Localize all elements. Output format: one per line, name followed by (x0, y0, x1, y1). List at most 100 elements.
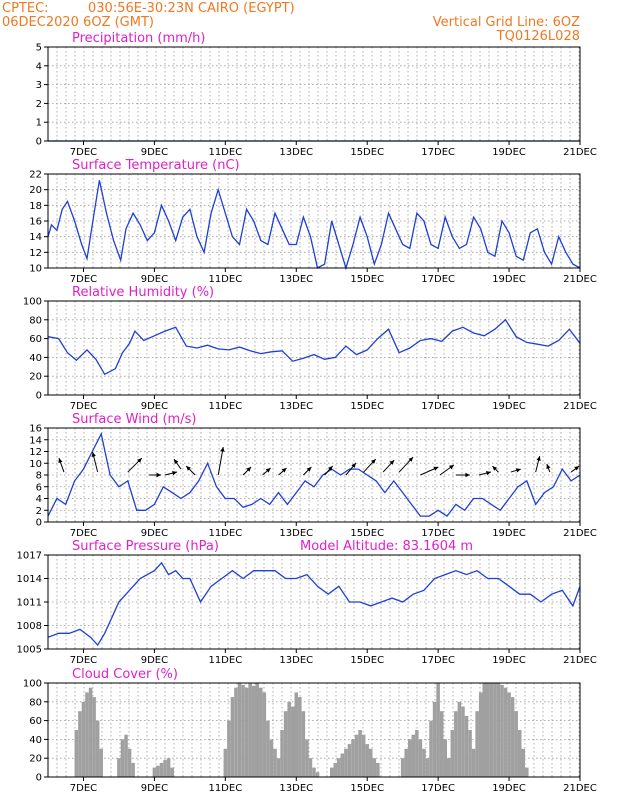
wind-arrow (546, 463, 551, 473)
x-tick-label: 9DEC (141, 655, 168, 666)
x-tick-label: 7DEC (70, 401, 97, 412)
cloud-bar (131, 762, 135, 777)
cloud-bar (283, 711, 288, 777)
x-tick-label: 9DEC (141, 147, 168, 158)
wind-arrow (345, 462, 357, 476)
x-tick-label: 15DEC (350, 147, 384, 158)
wind-arrow (492, 465, 499, 473)
cloud-bar (368, 748, 373, 777)
y-tick-label: 22 (29, 170, 42, 181)
x-tick-label: 19DEC (492, 528, 526, 539)
cloud-bar (262, 692, 267, 777)
x-tick-label: 13DEC (279, 528, 313, 539)
wind-arrow (420, 466, 439, 476)
x-tick-label: 11DEC (208, 401, 242, 412)
plot-frame (47, 682, 581, 778)
cloud-bar (400, 758, 405, 777)
cloud-bar (415, 730, 419, 777)
y-tick-label: 80 (29, 315, 42, 326)
cloud-bar (372, 758, 377, 777)
cloud-bar (163, 760, 167, 777)
cloud-bar (248, 683, 252, 777)
cloud-bar (471, 748, 476, 777)
cloud-bar (404, 748, 408, 777)
model-altitude: Model Altitude: 83.1604 m (300, 539, 473, 554)
wind-arrow (478, 471, 492, 476)
y-tick-label: 16 (29, 424, 42, 435)
cloud-bar (429, 720, 433, 777)
plot-frame (47, 46, 581, 142)
wind-arrow (185, 465, 196, 476)
y-tick-label: 80 (29, 697, 42, 708)
cloud-bar (74, 730, 79, 777)
cloud-bar (521, 748, 526, 777)
y-tick-label: 100 (23, 297, 42, 308)
cloud-bar (500, 684, 504, 777)
y-tick-label: 6 (36, 482, 42, 493)
cloud-bar (120, 739, 125, 777)
cloud-bar (432, 701, 437, 777)
x-tick-label: 7DEC (70, 147, 97, 158)
plot-frame (47, 427, 581, 523)
plot-frame (47, 300, 581, 396)
x-tick-label: 15DEC (350, 783, 384, 794)
y-tick-label: 18 (29, 201, 42, 212)
y-tick-label: 40 (29, 353, 42, 364)
x-tick-label: 21DEC (563, 401, 597, 412)
x-tick-label: 11DEC (208, 528, 242, 539)
cloud-bar (496, 683, 501, 777)
wind-arrow (262, 467, 271, 476)
x-tick-label: 11DEC (208, 147, 242, 158)
cloud-bar (237, 683, 242, 777)
wind-arrow (303, 466, 312, 476)
x-tick-label: 11DEC (208, 274, 242, 285)
x-tick-label: 11DEC (208, 655, 242, 666)
x-tick-label: 17DEC (421, 401, 455, 412)
cloud-bar (269, 739, 274, 777)
y-tick-label: 14 (29, 232, 42, 243)
x-tick-label: 21DEC (563, 655, 597, 666)
wind-arrow (382, 459, 395, 473)
header-grid-note: Vertical Grid Line: 6OZ (433, 15, 580, 30)
cloud-bar (482, 683, 487, 777)
x-tick-label: 15DEC (350, 528, 384, 539)
cloud-bar (407, 739, 412, 777)
cloud-bar (88, 687, 93, 777)
cloud-bar (85, 692, 89, 777)
wind-arrow (173, 458, 182, 470)
cloud-bar (99, 748, 103, 777)
cloud-bar (127, 748, 132, 777)
cloud-bar (347, 744, 352, 777)
x-tick-label: 9DEC (141, 274, 168, 285)
x-tick-label: 17DEC (421, 655, 455, 666)
y-tick-label: 0 (36, 773, 42, 784)
cloud-bar (92, 697, 96, 777)
cloud-bar (166, 758, 171, 777)
cloud-bar (344, 748, 348, 777)
y-tick-label: 100 (23, 679, 42, 690)
wind-arrow (324, 465, 334, 476)
rh-title: Relative Humidity (%) (72, 285, 214, 300)
y-tick-label: 0 (36, 391, 42, 402)
cloud-panel: 0 20 40 60 80 100 7DEC 9DEC 11DEC 13DEC 15DEC 17DEC… (23, 667, 597, 794)
x-tick-label: 11DEC (208, 783, 242, 794)
cloud-bar (251, 685, 256, 777)
cloud-bar (439, 711, 444, 777)
cloud-bar (159, 762, 164, 777)
x-tick-label: 7DEC (70, 655, 97, 666)
y-tick-label: 5 (36, 43, 42, 54)
wind-arrow (217, 446, 225, 476)
cloud-bar (365, 744, 369, 777)
x-tick-label: 13DEC (279, 783, 313, 794)
x-tick-label: 15DEC (350, 401, 384, 412)
y-tick-label: 12 (29, 248, 42, 259)
x-tick-label: 13DEC (279, 401, 313, 412)
cloud-bar (461, 706, 465, 777)
y-tick-label: 1005 (17, 645, 42, 656)
cloud-bar (354, 734, 359, 777)
y-tick-label: 14 (29, 435, 42, 446)
cloud-bar (156, 765, 160, 777)
cloud-bar (436, 683, 440, 777)
wind-arrow (510, 468, 521, 473)
